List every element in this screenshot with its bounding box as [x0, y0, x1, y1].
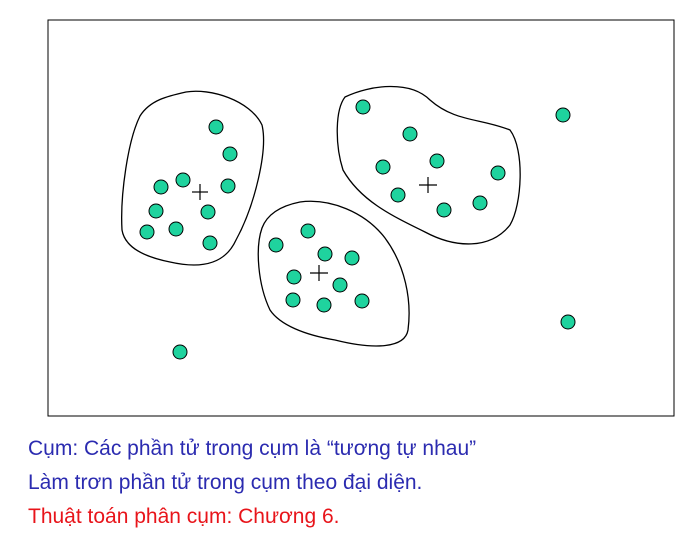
data-point [332, 277, 348, 293]
data-point [268, 237, 284, 253]
caption-cluster-definition: Cụm: Các phần tử trong cụm là “tương tự … [28, 437, 477, 460]
data-point [208, 119, 224, 135]
diagram [47, 19, 675, 417]
cluster-boundary-right [336, 85, 521, 245]
cross-marker-icon [310, 265, 328, 281]
data-point [175, 172, 191, 188]
data-point [148, 203, 164, 219]
data-point [317, 246, 333, 262]
data-point [139, 224, 155, 240]
cluster-diagram-svg [47, 19, 675, 417]
data-point [355, 99, 371, 115]
data-point [222, 146, 238, 162]
caption-smoothing: Làm trơn phần tử trong cụm theo đại diện… [28, 471, 423, 494]
cross-marker-icon [419, 177, 437, 193]
cluster-boundary-left [121, 90, 265, 266]
cluster-boundary-middle [257, 200, 410, 347]
data-point [168, 221, 184, 237]
outlier-point [560, 314, 576, 330]
data-point [286, 269, 302, 285]
diagram-frame [47, 19, 675, 417]
outlier-point [555, 107, 571, 123]
data-point [490, 165, 506, 181]
data-point [153, 179, 169, 195]
data-point [402, 126, 418, 142]
data-point [316, 297, 332, 313]
data-point [354, 293, 370, 309]
data-point [472, 195, 488, 211]
data-point [390, 187, 406, 203]
data-point [285, 292, 301, 308]
data-point [300, 223, 316, 239]
data-point [375, 159, 391, 175]
data-point [344, 250, 360, 266]
cross-marker-icon [192, 184, 208, 200]
caption-algorithm-reference: Thuật toán phân cụm: Chương 6. [28, 505, 340, 528]
data-point [429, 153, 445, 169]
data-point [200, 204, 216, 220]
data-point [202, 235, 218, 251]
data-point [220, 178, 236, 194]
outlier-point [172, 344, 188, 360]
data-point [436, 202, 452, 218]
